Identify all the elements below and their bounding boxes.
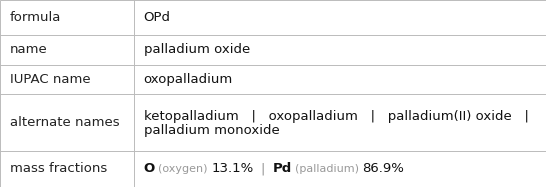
Text: 86.9%: 86.9%	[363, 162, 405, 175]
Text: alternate names: alternate names	[10, 116, 120, 129]
Text: 13.1%: 13.1%	[211, 162, 254, 175]
Text: (palladium): (palladium)	[295, 164, 359, 174]
Text: IUPAC name: IUPAC name	[10, 73, 91, 86]
Text: mass fractions: mass fractions	[10, 162, 107, 175]
Text: palladium monoxide: palladium monoxide	[144, 124, 280, 137]
Text: formula: formula	[10, 11, 61, 24]
Text: O: O	[144, 162, 155, 175]
Text: ketopalladium   |   oxopalladium   |   palladium(II) oxide   |: ketopalladium | oxopalladium | palladium…	[144, 110, 529, 123]
Text: (oxygen): (oxygen)	[158, 164, 207, 174]
Text: oxopalladium: oxopalladium	[144, 73, 233, 86]
Text: name: name	[10, 43, 48, 56]
Text: Pd: Pd	[272, 162, 292, 175]
Text: OPd: OPd	[144, 11, 170, 24]
Text: palladium oxide: palladium oxide	[144, 43, 250, 56]
Text: |: |	[261, 162, 265, 175]
